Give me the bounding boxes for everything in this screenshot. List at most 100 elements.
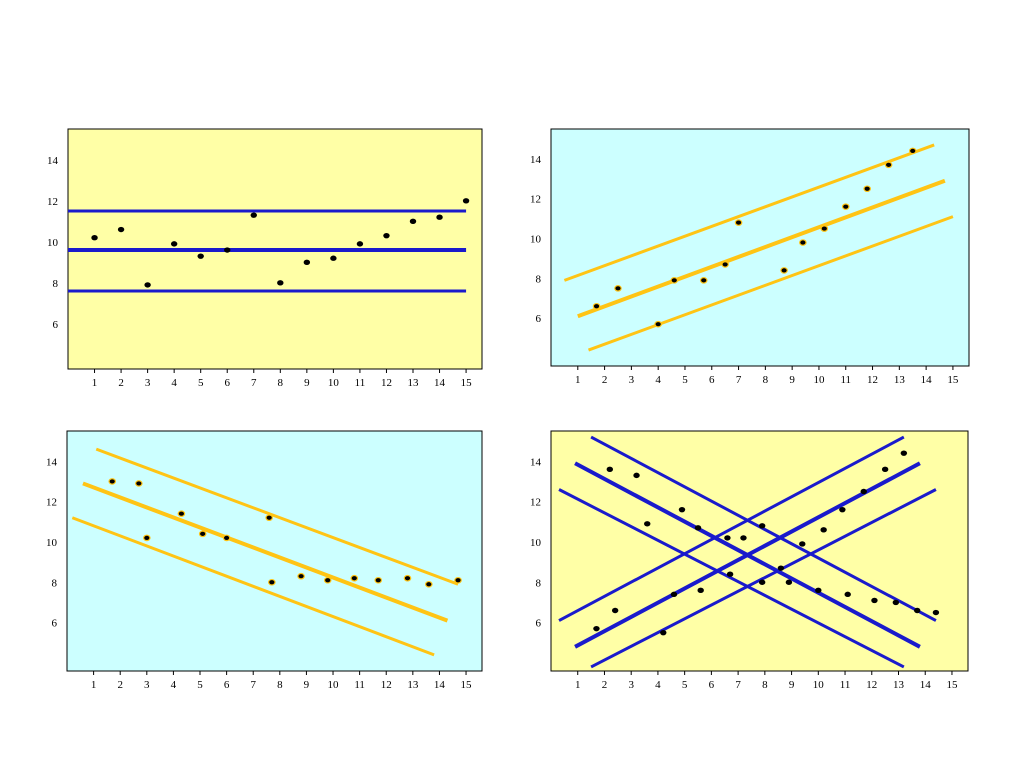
x-tick-label: 5 — [197, 679, 203, 691]
x-tick-label: 15 — [461, 679, 473, 691]
data-point — [436, 214, 443, 220]
data-point — [303, 259, 311, 266]
fit-line — [574, 461, 921, 649]
data-point — [593, 625, 600, 632]
y-tick-label: 12 — [530, 497, 541, 509]
fit-line — [558, 488, 905, 669]
data-point — [323, 576, 332, 584]
fit-line — [558, 435, 905, 622]
y-tick-label: 8 — [536, 273, 542, 285]
data-point — [606, 466, 614, 473]
x-tick-label: 13 — [893, 679, 905, 691]
y-tick-label: 14 — [530, 456, 542, 468]
x-tick-label: 6 — [224, 679, 230, 691]
y-tick-label: 6 — [53, 319, 59, 331]
x-tick-label: 1 — [575, 374, 581, 386]
data-point — [350, 574, 359, 582]
x-tick-label: 14 — [920, 679, 932, 691]
data-point — [91, 235, 98, 241]
x-tick-label: 7 — [251, 377, 257, 389]
data-point — [740, 535, 747, 541]
x-tick-label: 8 — [277, 679, 283, 691]
y-tick-label: 8 — [52, 577, 58, 589]
data-point — [860, 488, 867, 495]
x-tick-label: 8 — [762, 679, 768, 691]
x-tick-label: 1 — [575, 679, 581, 691]
data-point — [403, 574, 412, 582]
x-tick-label: 2 — [118, 377, 124, 389]
data-point — [871, 597, 878, 604]
data-point — [799, 541, 806, 547]
x-tick-label: 12 — [381, 377, 392, 389]
data-point — [881, 466, 889, 473]
fit-line — [95, 447, 459, 586]
x-tick-label: 9 — [304, 679, 310, 691]
x-tick-label: 10 — [813, 679, 825, 691]
data-point — [117, 226, 125, 233]
y-tick-label: 8 — [53, 278, 59, 290]
y-tick-label: 10 — [47, 237, 59, 249]
x-tick-label: 15 — [947, 374, 959, 386]
y-tick-label: 6 — [536, 618, 542, 630]
data-point — [694, 525, 702, 531]
data-point — [660, 629, 667, 636]
data-point — [224, 247, 231, 253]
data-point — [356, 241, 364, 247]
x-tick-label: 3 — [145, 377, 151, 389]
data-point — [409, 218, 417, 225]
data-point — [250, 212, 257, 218]
y-tick-label: 10 — [530, 537, 542, 549]
x-tick-label: 2 — [602, 679, 608, 691]
data-point — [633, 472, 640, 479]
x-tick-label: 10 — [813, 374, 825, 386]
x-tick-label: 11 — [840, 374, 851, 386]
data-point — [197, 253, 204, 259]
data-point — [592, 302, 601, 310]
x-tick-label: 1 — [92, 377, 98, 389]
x-tick-label: 12 — [381, 679, 392, 691]
fit-line — [577, 178, 946, 319]
x-tick-label: 7 — [735, 679, 741, 691]
x-tick-label: 8 — [763, 374, 769, 386]
y-tick-label: 10 — [46, 537, 58, 549]
data-point — [900, 450, 908, 456]
plot-area — [66, 430, 483, 672]
data-point — [424, 580, 433, 588]
fit-line — [590, 488, 937, 669]
data-point — [841, 203, 850, 210]
x-tick-label: 11 — [840, 679, 851, 691]
x-tick-label: 5 — [198, 377, 204, 389]
x-tick-label: 13 — [407, 679, 419, 691]
y-tick-label: 8 — [536, 577, 542, 589]
data-point — [820, 225, 829, 232]
data-point — [170, 241, 178, 247]
x-tick-label: 12 — [867, 374, 878, 386]
data-point — [908, 147, 917, 155]
data-point — [614, 285, 622, 292]
data-point — [177, 510, 186, 517]
y-tick-label: 6 — [536, 313, 542, 325]
x-tick-label: 10 — [328, 377, 340, 389]
data-point — [697, 587, 704, 594]
data-point — [726, 571, 734, 577]
x-tick-label: 14 — [921, 374, 933, 386]
data-point — [678, 506, 686, 513]
x-tick-label: 2 — [602, 374, 608, 386]
x-tick-label: 1 — [91, 679, 97, 691]
data-point — [758, 579, 766, 585]
x-tick-label: 8 — [278, 377, 284, 389]
x-tick-label: 4 — [171, 679, 177, 691]
x-tick-label: 13 — [894, 374, 906, 386]
data-point — [884, 161, 893, 169]
data-point — [785, 579, 793, 585]
x-tick-label: 7 — [250, 679, 256, 691]
data-point — [144, 282, 151, 288]
data-point — [892, 599, 900, 606]
data-point — [265, 514, 273, 522]
y-tick-label: 14 — [47, 155, 59, 167]
data-point — [374, 576, 383, 584]
fit-line — [71, 516, 435, 657]
y-tick-label: 14 — [530, 154, 542, 166]
